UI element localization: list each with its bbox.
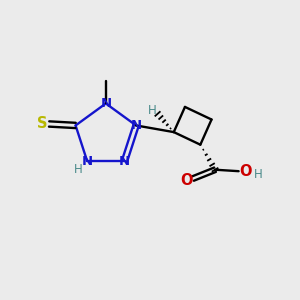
Text: N: N [100,97,111,110]
Text: H: H [148,104,157,117]
Text: H: H [254,168,263,181]
Text: N: N [82,155,93,168]
Text: N: N [130,119,142,132]
Text: S: S [38,116,48,131]
Text: O: O [180,173,193,188]
Text: H: H [74,163,83,176]
Text: N: N [119,155,130,168]
Text: O: O [239,164,251,179]
